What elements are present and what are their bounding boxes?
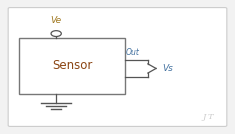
Circle shape <box>51 31 61 36</box>
Text: J T: J T <box>203 113 214 121</box>
Text: Out: Out <box>126 48 140 57</box>
Text: Sensor: Sensor <box>52 59 92 72</box>
Text: Vs: Vs <box>162 64 173 73</box>
Text: Ve: Ve <box>51 16 62 25</box>
FancyBboxPatch shape <box>8 8 227 126</box>
Bar <box>19 38 125 94</box>
